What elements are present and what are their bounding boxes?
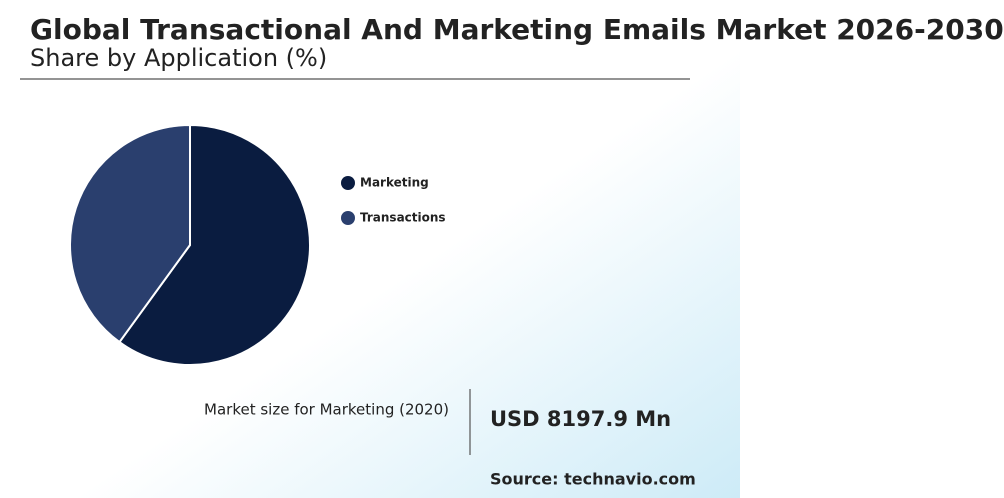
- pie: [69, 123, 311, 366]
- pie-slice: [69, 123, 191, 344]
- chart-title: Global Transactional And Marketing Email…: [30, 13, 1004, 46]
- legend-swatch: [341, 211, 355, 225]
- chart-subtitle: Share by Application (%): [30, 44, 327, 72]
- annotation-label: Market size for Marketing (2020): [204, 401, 449, 419]
- pie-slice: [118, 123, 311, 366]
- annotation-value: USD 8197.9 Mn: [490, 407, 671, 431]
- legend: Marketing Transactions: [341, 176, 446, 225]
- source: Source: technavio.com: [490, 470, 696, 489]
- legend-label: Transactions: [360, 211, 446, 225]
- legend-label: Marketing: [360, 176, 429, 190]
- legend-swatch: [341, 176, 355, 190]
